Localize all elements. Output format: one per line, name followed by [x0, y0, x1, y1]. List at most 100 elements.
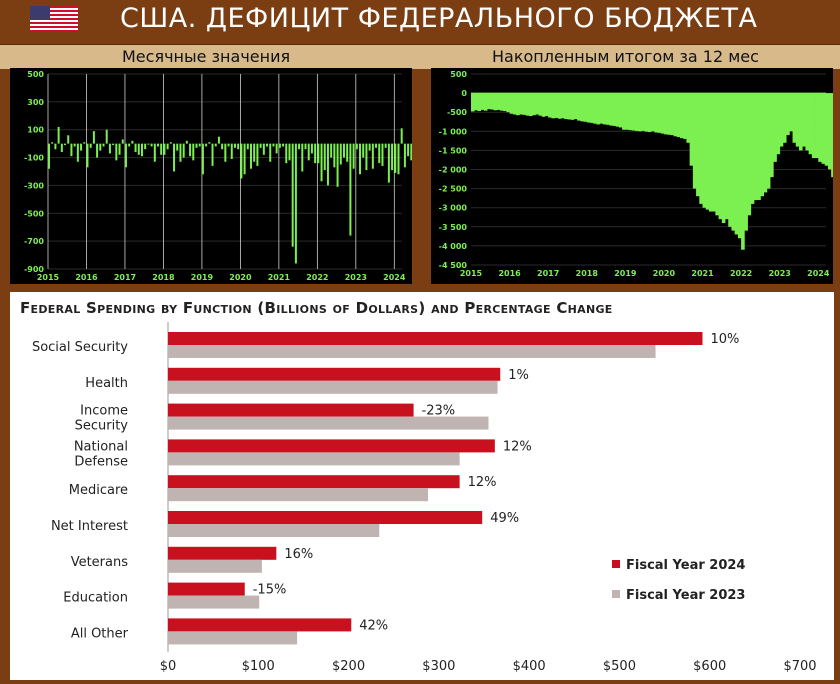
cumulative-bar	[696, 93, 700, 197]
monthly-bar	[153, 143, 156, 162]
x-tick-label: 2022	[730, 269, 752, 278]
monthly-bar	[48, 143, 50, 169]
percent-change-label: 12%	[503, 439, 532, 454]
monthly-bar	[150, 143, 153, 147]
x-tick-label: 2018	[576, 269, 599, 278]
cumulative-bar	[612, 93, 617, 126]
monthly-bar	[278, 143, 281, 148]
y-tick-label: -4 500	[439, 261, 468, 270]
cumulative-bar	[516, 93, 520, 116]
cumulative-bar	[615, 93, 620, 127]
x-tick-label: $0	[160, 659, 177, 674]
cumulative-bar	[564, 93, 568, 120]
cumulative-bar	[712, 93, 716, 212]
x-tick-label: 2020	[653, 269, 676, 278]
title-bar: США. ДЕФИЦИТ ФЕДЕРАЛЬНОГО БЮДЖЕТА	[0, 0, 840, 44]
monthly-bar	[317, 143, 320, 164]
cumulative-bar	[795, 93, 800, 147]
legend-swatch	[612, 560, 620, 568]
cumulative-bar	[725, 93, 729, 220]
percent-change-label: 49%	[490, 511, 519, 526]
x-tick-label: $700	[783, 659, 816, 674]
y-tick-label: -500	[24, 209, 44, 218]
monthly-bar	[266, 143, 269, 147]
monthly-bar	[375, 143, 378, 148]
cumulative-bar	[606, 93, 610, 125]
monthly-subtitle: Месячные значения	[122, 47, 291, 66]
x-tick-label: 2022	[306, 273, 328, 282]
cumulative-bar	[786, 93, 790, 136]
monthly-bar	[333, 143, 336, 168]
monthly-bar	[121, 139, 124, 144]
category-label: Health	[85, 376, 128, 391]
monthly-bar	[211, 143, 214, 166]
y-tick-label: -4 000	[439, 242, 468, 251]
y-tick-label: -1 500	[439, 146, 468, 155]
monthly-bar	[294, 143, 297, 264]
cumulative-bar	[779, 93, 784, 147]
cumulative-bar	[483, 93, 488, 111]
cumulative-bar	[551, 93, 556, 119]
cumulative-bar	[647, 93, 652, 133]
y-tick-label: -900	[24, 265, 44, 274]
cumulative-bar	[670, 93, 674, 136]
monthly-bar	[76, 143, 79, 162]
cumulative-bar	[802, 93, 806, 147]
y-tick-label: 500	[27, 70, 44, 79]
monthly-bar	[192, 143, 195, 161]
x-tick-label: 2023	[345, 273, 367, 282]
cumulative-bar	[618, 93, 623, 128]
cumulative-subtitle: Накопленным итогом за 12 мес	[492, 47, 759, 66]
x-tick-label: 2024	[383, 273, 406, 282]
x-tick-label: $400	[513, 659, 546, 674]
monthly-bar	[224, 143, 227, 162]
cumulative-bar	[490, 93, 494, 110]
category-label: Defense	[74, 454, 128, 469]
monthly-bar	[378, 143, 381, 164]
monthly-bar	[102, 143, 105, 147]
category-label: Social Security	[32, 340, 128, 355]
monthly-bar	[137, 143, 140, 155]
monthly-bar	[349, 143, 352, 236]
percent-change-label: -15%	[253, 583, 287, 598]
monthly-bar	[291, 143, 294, 247]
cumulative-bar	[496, 93, 501, 110]
cumulative-bar	[641, 93, 646, 131]
cumulative-bar	[474, 93, 478, 111]
subtitle-bar: Месячные значения Накопленным итогом за …	[0, 44, 840, 69]
cumulative-bar	[631, 93, 636, 131]
monthly-bar	[189, 143, 192, 157]
cumulative-bar	[731, 93, 736, 231]
cumulative-bar	[827, 93, 832, 170]
monthly-bar	[140, 143, 143, 157]
monthly-bar	[240, 143, 243, 179]
category-label: Net Interest	[51, 519, 128, 534]
monthly-bar	[217, 136, 220, 144]
fy2024-bar	[168, 582, 245, 596]
monthly-bar	[407, 143, 410, 157]
cumulative-bar	[567, 93, 572, 120]
cumulative-bar	[622, 93, 626, 130]
cumulative-bar	[503, 93, 507, 112]
monthly-bar	[336, 143, 339, 187]
category-label: Medicare	[69, 483, 128, 498]
monthly-bar	[115, 143, 118, 161]
cumulative-bar	[493, 93, 498, 111]
monthly-bar	[320, 143, 323, 182]
monthly-bar	[179, 143, 182, 162]
cumulative-bar	[773, 93, 777, 162]
cumulative-bar	[776, 93, 781, 155]
legend-label: Fiscal Year 2023	[626, 588, 745, 603]
monthly-bar	[359, 143, 362, 175]
cumulative-bar	[528, 93, 533, 117]
cumulative-bar	[657, 93, 662, 133]
fy2024-bar	[168, 511, 483, 524]
cumulative-bar	[480, 93, 485, 110]
monthly-bar	[381, 143, 384, 166]
monthly-bar	[80, 143, 83, 151]
monthly-bar	[227, 143, 230, 147]
cumulative-bar	[782, 93, 787, 143]
cumulative-bar	[506, 93, 510, 113]
cumulative-bar	[702, 93, 707, 208]
monthly-bar	[314, 143, 317, 164]
